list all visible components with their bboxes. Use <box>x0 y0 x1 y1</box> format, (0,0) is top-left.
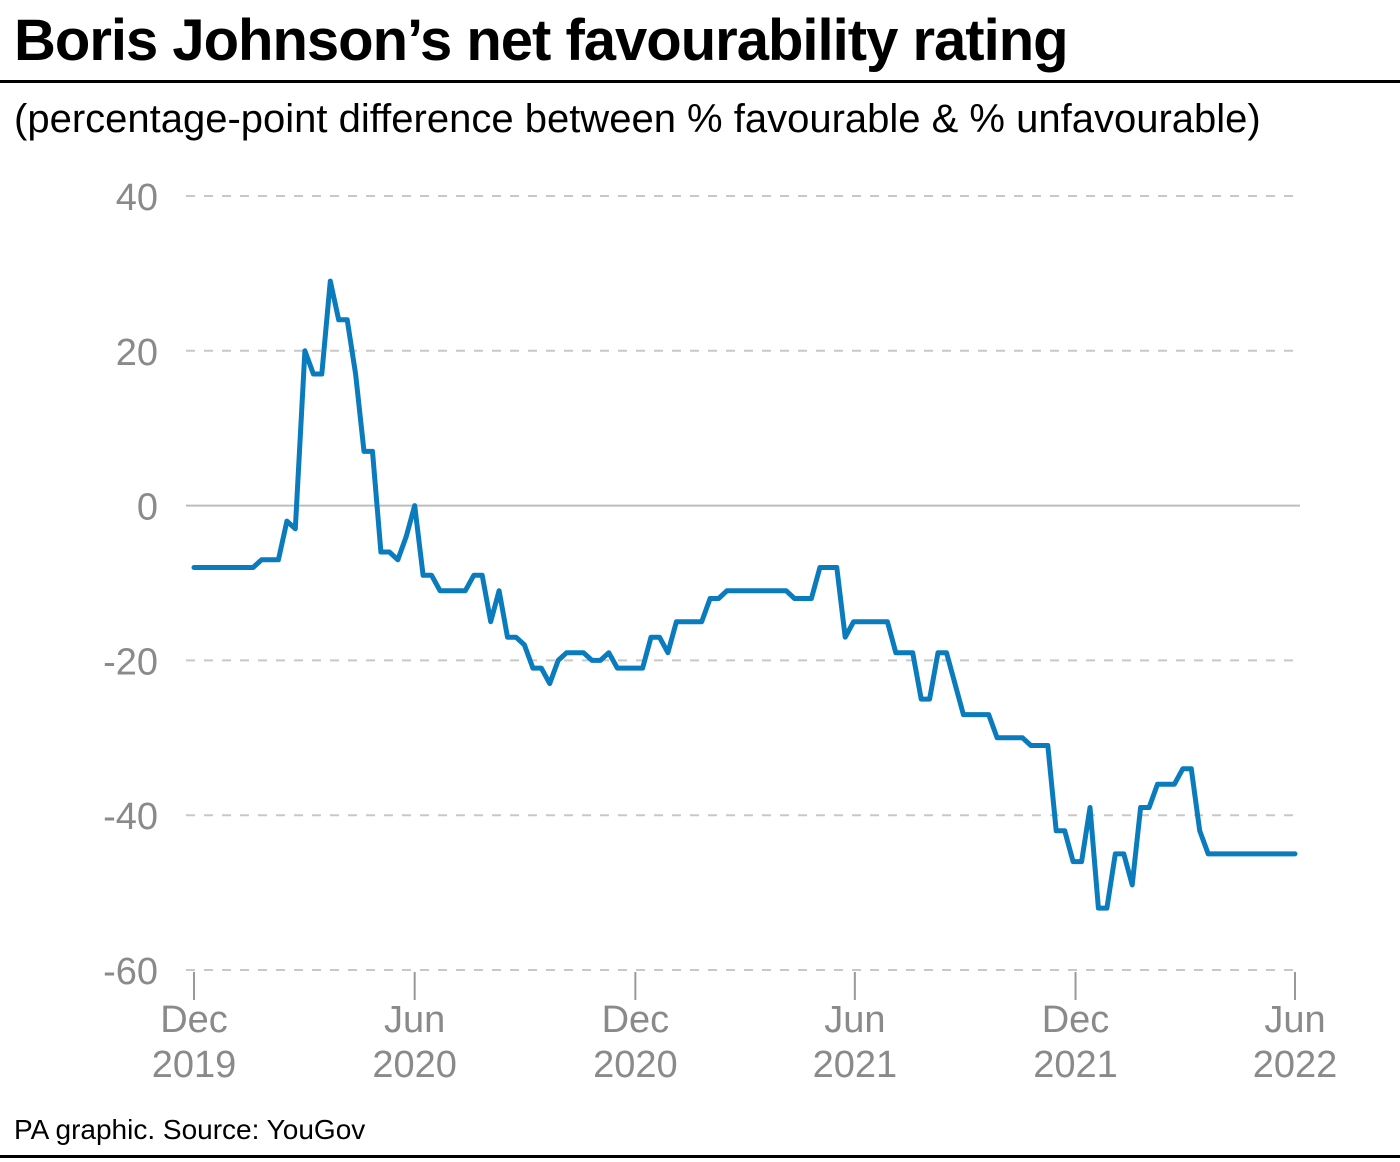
y-tick-label: 40 <box>116 177 158 219</box>
x-tick-month: Jun <box>824 999 885 1041</box>
source-note: PA graphic. Source: YouGov <box>14 1114 366 1145</box>
series-line <box>191 278 1298 911</box>
x-tick-month: Dec <box>160 999 228 1041</box>
x-tick-year: 2021 <box>1033 1044 1118 1086</box>
x-tick-month: Dec <box>1042 999 1110 1041</box>
y-tick-label: -40 <box>103 796 158 838</box>
x-tick-year: 2020 <box>593 1044 678 1086</box>
x-tick-year: 2022 <box>1253 1044 1338 1086</box>
y-tick-label: -60 <box>103 951 158 993</box>
x-tick-month: Jun <box>384 999 445 1041</box>
series-layer <box>191 278 1298 911</box>
y-tick-label: 0 <box>137 487 158 529</box>
x-axis: Dec2019Jun2020Dec2020Jun2021Dec2021Jun20… <box>152 972 1338 1086</box>
y-tick-label: 20 <box>116 332 158 374</box>
x-tick-year: 2019 <box>152 1044 237 1086</box>
x-tick-month: Jun <box>1264 999 1325 1041</box>
gridlines <box>186 195 1300 971</box>
x-tick-year: 2020 <box>372 1044 457 1086</box>
chart-subtitle: (percentage-point difference between % f… <box>14 97 1261 141</box>
title-rule <box>0 80 1400 83</box>
y-tick-label: -20 <box>103 641 158 683</box>
x-tick-year: 2021 <box>813 1044 898 1086</box>
chart-title: Boris Johnson’s net favourability rating <box>14 8 1069 73</box>
y-axis-labels: 40 20 0 -20 -40 -60 <box>103 177 158 993</box>
footer-rule <box>0 1155 1400 1158</box>
x-tick-month: Dec <box>602 999 670 1041</box>
